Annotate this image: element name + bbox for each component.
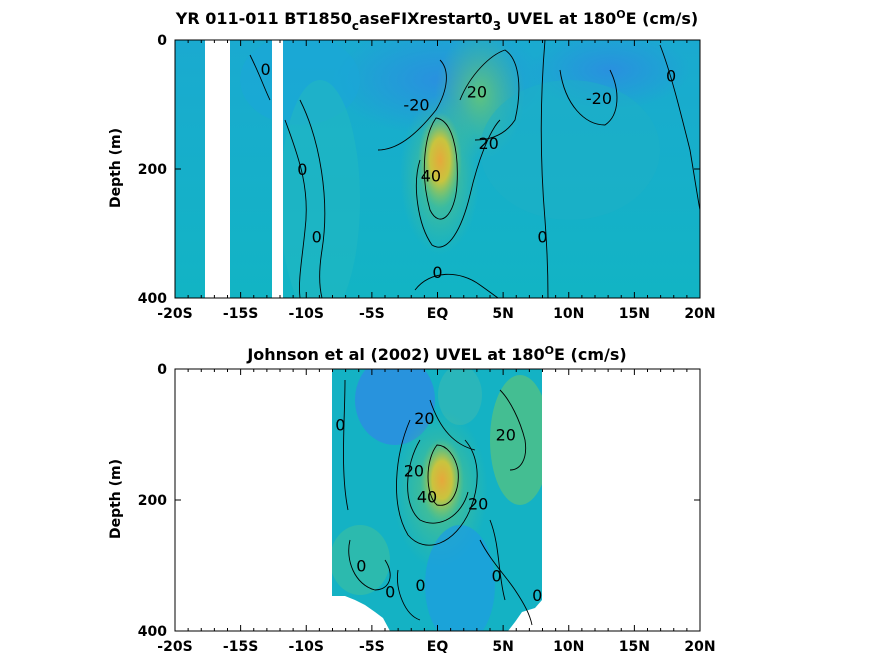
bottom-contour-label: 20: [496, 426, 516, 445]
bottom-y-axis-label: Depth (m): [108, 459, 124, 539]
bottom-contour-label: 0: [356, 557, 366, 576]
top-contour-label: 0: [432, 263, 442, 282]
bottom-contour-label: 0: [415, 576, 425, 595]
bottom-x-tick-label: 20N: [684, 639, 715, 655]
bottom-contour-label: 20: [468, 494, 488, 513]
top-y-axis-label: Depth (m): [108, 128, 124, 208]
top-x-tick-label: 5N: [492, 306, 513, 322]
top-x-tick-label: -20S: [157, 306, 192, 322]
bottom-contour-label: 0: [385, 583, 395, 602]
bottom-contour-label: 20: [414, 409, 434, 428]
bottom-x-tick-label: -15S: [223, 639, 258, 655]
top-x-tick-label: -10S: [289, 306, 324, 322]
top-x-ticks: -20S -15S -10S -5S EQ 5N 10N 15N 20N: [157, 40, 716, 322]
top-contour-label: -20: [586, 89, 612, 108]
top-contour-label: 0: [312, 228, 322, 247]
top-contour-label: 20: [467, 83, 487, 102]
bottom-y-tick-label: 400: [138, 624, 167, 640]
top-y-tick-label: 0: [157, 33, 167, 49]
top-contour-label: 0: [297, 160, 307, 179]
top-heatmap: 0 -20 -20 0 20 20 40 0 0 0 0: [175, 40, 700, 298]
top-contour-label: 20: [479, 134, 499, 153]
bottom-x-tick-label: 5N: [492, 639, 513, 655]
bottom-y-tick-label: 0: [157, 362, 167, 378]
top-x-tick-label: 10N: [553, 306, 584, 322]
bottom-title: Johnson et al (2002) UVEL at 180OE (cm/s…: [246, 344, 626, 364]
top-x-tick-label: 15N: [619, 306, 650, 322]
bottom-x-tick-label: -20S: [157, 639, 192, 655]
bottom-y-tick-label: 200: [138, 493, 167, 509]
bottom-contour-label: 40: [417, 488, 437, 507]
bottom-contour-label: 0: [491, 566, 501, 585]
top-title: YR 011-011 BT1850caseFIXrestart03 UVEL a…: [175, 8, 698, 33]
bottom-x-tick-label: -5S: [359, 639, 385, 655]
top-x-tick-label: EQ: [427, 306, 449, 322]
bottom-x-tick-label: 15N: [619, 639, 650, 655]
top-y-tick-label: 400: [138, 291, 167, 307]
top-y-tick-label: 200: [138, 162, 167, 178]
top-contour-label: 40: [421, 166, 441, 185]
bottom-contour-label: 0: [532, 586, 542, 605]
top-x-tick-label: -5S: [359, 306, 385, 322]
top-x-tick-label: -15S: [223, 306, 258, 322]
bottom-x-tick-label: EQ: [427, 639, 449, 655]
top-contour-label: -20: [403, 96, 429, 115]
bottom-x-ticks: -20S -15S -10S -5S EQ 5N 10N 15N 20N: [157, 369, 716, 655]
bottom-x-tick-label: 10N: [553, 639, 584, 655]
top-contour-label: 0: [537, 228, 547, 247]
top-x-tick-label: 20N: [684, 306, 715, 322]
top-contour-label: 0: [260, 60, 270, 79]
top-contour-label: 0: [666, 66, 676, 85]
bottom-contour-label: 0: [335, 416, 345, 435]
bottom-contour-label: 20: [404, 462, 424, 481]
bottom-x-tick-label: -10S: [289, 639, 324, 655]
top-contour-labels: 0 -20 -20 0 20 20 40 0 0 0 0: [260, 60, 676, 282]
